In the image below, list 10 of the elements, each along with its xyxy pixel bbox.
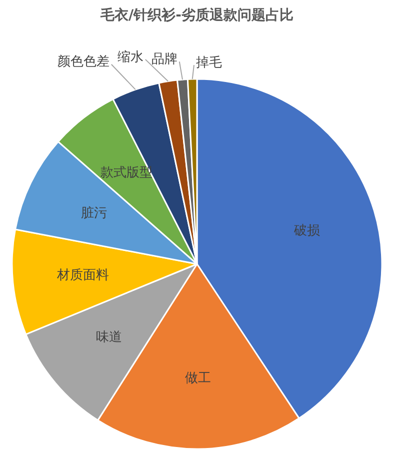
slice-label: 脏污: [80, 206, 107, 221]
slice-label: 缩水: [117, 50, 144, 65]
slice-label: 破损: [292, 223, 320, 238]
slice-label: 颜色色差: [57, 54, 110, 70]
slice-label: 做工: [185, 371, 212, 386]
chart-title: 毛衣/针织衫-劣质退款问题占比: [100, 6, 294, 24]
slice-label: 掉毛: [196, 55, 222, 70]
slice-label: 品牌: [151, 52, 178, 67]
slice-label: 材质面料: [56, 268, 109, 283]
slice-label: 味道: [96, 330, 122, 346]
